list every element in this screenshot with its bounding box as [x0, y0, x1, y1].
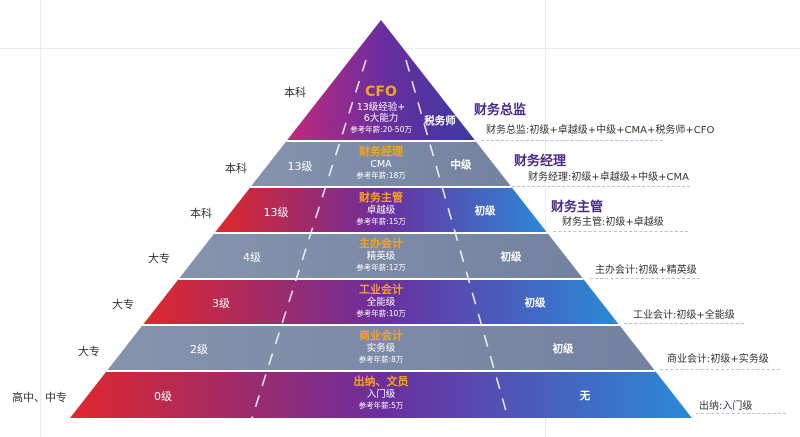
certification-label: 初级 — [500, 251, 522, 263]
tier-title: CFO — [365, 84, 397, 100]
role-description: 主办会计:初级+精英级 — [595, 265, 697, 276]
certification-label: 初级 — [474, 205, 496, 217]
tier-sub-line: 13级经验+ — [356, 101, 406, 113]
role-underline — [512, 186, 690, 187]
tier-title-block: 出纳、文员 入门级 参考年薪:5万 — [354, 375, 409, 410]
background-grid-line — [545, 0, 546, 437]
tier-pay: 参考年薪:18万 — [356, 170, 406, 180]
role-underline — [590, 278, 700, 279]
tier-title: 工业会计 — [358, 283, 403, 296]
education-label: 本科 — [225, 162, 247, 175]
education-label: 大专 — [148, 252, 170, 265]
tier-pay: 参考年薪:12万 — [356, 262, 406, 272]
tier-pay: 参考年薪:10万 — [356, 308, 406, 318]
tier-sub-line: CMA — [370, 158, 392, 170]
certification-label: 初级 — [524, 297, 546, 309]
pyramid-band-chief-accountant — [178, 233, 584, 279]
left-guide-line — [251, 59, 367, 419]
tier-sub-line: 6大能力 — [363, 113, 399, 125]
role-description: 财务经理:初级+卓越级+中级+CMA — [528, 172, 689, 183]
pyramid-band-commercial-accountant — [106, 325, 656, 371]
right-guide-line — [405, 59, 509, 419]
pyramid-band-cfo — [286, 20, 476, 141]
role-heading: 财务经理 — [514, 154, 567, 169]
tier-sub-line: 实务级 — [366, 342, 396, 354]
level-label: 3级 — [212, 297, 230, 310]
pyramid-band-industrial-accountant — [142, 279, 620, 325]
tier-pay: 参考年薪:20-50万 — [350, 125, 412, 135]
education-label: 本科 — [190, 207, 212, 220]
role-underline — [696, 413, 786, 414]
background-grid-line — [40, 0, 41, 437]
pyramid-band-finance-supervisor — [214, 187, 548, 233]
certification-label: 税务师 — [424, 115, 456, 127]
level-label: 2级 — [190, 343, 208, 356]
education-label: 高中、中专 — [12, 391, 67, 404]
tier-pay: 参考年薪:5万 — [358, 400, 404, 410]
tier-sub-line: 卓越级 — [366, 204, 396, 216]
education-label: 本科 — [284, 86, 306, 99]
level-label: 13级 — [263, 206, 289, 219]
role-description: 财务主管:初级+卓越级 — [562, 217, 664, 228]
education-label: 大专 — [112, 298, 134, 311]
level-label: 13级 — [287, 160, 313, 173]
pyramid-band-cashier — [70, 371, 692, 418]
role-underline — [660, 369, 780, 370]
tier-sub-line: 精英级 — [366, 250, 396, 262]
tier-title: 商业会计 — [359, 329, 403, 342]
tier-title-block: 财务经理 CMA 参考年薪:18万 — [356, 145, 406, 180]
level-label: 0级 — [154, 390, 172, 403]
role-description: 出纳:入门级 — [699, 401, 753, 412]
role-description: 商业会计:初级+实务级 — [667, 354, 769, 365]
role-description: 工业会计:初级+全能级 — [633, 310, 735, 321]
role-underline — [481, 140, 663, 141]
tier-title-block: 财务主管 卓越级 参考年薪:15万 — [356, 191, 406, 226]
tier-pay: 参考年薪:8万 — [358, 354, 404, 364]
tier-sub-line: 全能级 — [366, 296, 396, 308]
tier-title: 财务主管 — [358, 191, 403, 204]
tier-title-block: 商业会计 实务级 参考年薪:8万 — [359, 329, 404, 364]
role-heading: 财务主管 — [551, 200, 604, 215]
certification-label: 初级 — [552, 343, 574, 355]
certification-label: 无 — [579, 389, 591, 402]
tier-pay: 参考年薪:15万 — [356, 216, 406, 226]
tier-title: 财务经理 — [358, 145, 403, 158]
tier-title-block: CFO 13级经验+ 6大能力 参考年薪:20-50万 — [350, 84, 412, 135]
role-underline — [624, 323, 744, 324]
tier-title-block: 主办会计 精英级 参考年薪:12万 — [356, 237, 406, 272]
role-description: 财务总监:初级+卓越级+中级+CMA+税务师+CFO — [486, 125, 715, 136]
level-label: 4级 — [243, 251, 261, 264]
education-label: 大专 — [78, 345, 100, 358]
pyramid-band-finance-manager — [250, 141, 512, 187]
tier-title: 出纳、文员 — [353, 375, 409, 388]
role-heading: 财务总监 — [474, 103, 527, 118]
tier-sub-line: 入门级 — [366, 388, 396, 400]
certification-label: 中级 — [450, 159, 472, 171]
tier-title: 主办会计 — [358, 237, 403, 250]
role-underline — [553, 231, 688, 232]
tier-title-block: 工业会计 全能级 参考年薪:10万 — [356, 283, 406, 318]
